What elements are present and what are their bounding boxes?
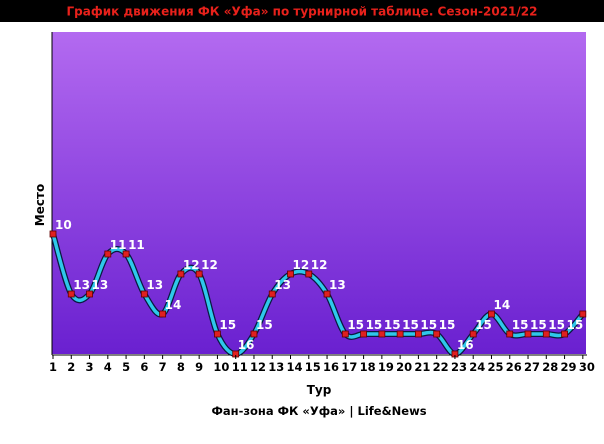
data-label: 14 — [493, 298, 510, 312]
data-label: 13 — [146, 278, 163, 292]
data-point-marker — [524, 330, 532, 338]
data-label: 15 — [439, 318, 456, 332]
x-tick-label: 25 — [487, 360, 503, 374]
data-label: 15 — [530, 318, 547, 332]
x-tick-label: 17 — [341, 360, 357, 374]
data-point-marker — [469, 330, 477, 338]
data-point-marker — [86, 290, 93, 298]
data-point-marker — [177, 270, 185, 278]
data-point-marker — [67, 290, 75, 298]
x-tick-label: 19 — [378, 360, 394, 374]
data-point-marker — [49, 230, 57, 238]
data-point-marker — [305, 270, 313, 278]
data-label: 15 — [548, 318, 565, 332]
x-tick-label: 14 — [287, 360, 303, 374]
data-label: 11 — [110, 238, 127, 252]
data-point-marker — [122, 250, 130, 258]
data-label: 15 — [475, 318, 492, 332]
data-point-marker — [341, 330, 349, 338]
data-label: 10 — [55, 218, 72, 232]
x-tick-label: 12 — [250, 360, 266, 374]
data-point-marker — [195, 270, 203, 278]
x-tick-label: 2 — [67, 360, 75, 374]
data-point-marker — [104, 250, 112, 258]
data-point-marker — [323, 290, 331, 298]
y-axis-label: Место — [33, 184, 47, 226]
data-point-marker — [214, 330, 221, 338]
x-tick-label: 4 — [104, 360, 112, 374]
data-label: 15 — [347, 318, 364, 332]
data-label: 14 — [165, 298, 182, 312]
data-label: 16 — [238, 338, 255, 352]
x-tick-label: 24 — [469, 360, 485, 374]
data-point-marker — [542, 330, 550, 338]
data-point-marker — [488, 310, 495, 318]
x-tick-layer: 1 2 3 4 5 6 7 8 9 10 11 12 13 14 15 16 17 18 19 20 21 22 23 24 2… — [49, 355, 595, 374]
x-tick-label: 11 — [232, 360, 248, 374]
data-label: 15 — [219, 318, 236, 332]
data-label: 15 — [567, 318, 584, 332]
x-tick-label: 28 — [542, 360, 558, 374]
marker-layer — [49, 230, 587, 358]
data-point-marker — [287, 270, 294, 278]
x-tick-label: 1 — [49, 360, 57, 374]
x-tick-label: 16 — [323, 360, 339, 374]
x-tick-label: 22 — [433, 360, 449, 374]
x-tick-label: 30 — [579, 360, 595, 374]
data-point-marker — [378, 330, 386, 338]
x-tick-label: 5 — [122, 360, 130, 374]
data-point-marker — [579, 310, 587, 318]
data-point-marker — [360, 330, 367, 338]
data-label: 12 — [183, 258, 200, 272]
data-point-marker — [268, 290, 276, 298]
chart-title: График движения ФК «Уфа» по турнирной та… — [67, 5, 538, 19]
x-tick-label: 6 — [140, 360, 148, 374]
data-label: 15 — [512, 318, 529, 332]
data-point-marker — [159, 310, 167, 318]
data-label: 13 — [73, 278, 90, 292]
x-axis-label: Тур — [307, 383, 332, 397]
data-label: 12 — [293, 258, 310, 272]
data-label: 12 — [201, 258, 218, 272]
data-label: 11 — [128, 238, 145, 252]
title-bar — [0, 0, 604, 22]
x-tick-label: 10 — [213, 360, 229, 374]
chart-footer: Фан-зона ФК «Уфа» | Life&News — [211, 404, 426, 418]
data-label: 15 — [366, 318, 383, 332]
x-tick-label: 13 — [268, 360, 284, 374]
x-tick-label: 23 — [451, 360, 467, 374]
x-tick-label: 26 — [506, 360, 522, 374]
data-label: 15 — [256, 318, 273, 332]
x-tick-label: 9 — [195, 360, 203, 374]
x-tick-label: 21 — [414, 360, 430, 374]
data-label: 13 — [329, 278, 346, 292]
x-tick-label: 20 — [396, 360, 412, 374]
x-tick-label: 29 — [561, 360, 577, 374]
data-point-marker — [506, 330, 514, 338]
data-label: 14 — [585, 298, 602, 312]
x-tick-label: 8 — [177, 360, 185, 374]
data-point-marker — [561, 330, 568, 338]
data-point-marker — [140, 290, 148, 298]
data-point-marker — [433, 330, 441, 338]
x-tick-label: 3 — [86, 360, 94, 374]
x-tick-label: 18 — [360, 360, 376, 374]
data-label: 13 — [274, 278, 291, 292]
x-tick-label: 27 — [524, 360, 540, 374]
data-label: 12 — [311, 258, 328, 272]
data-point-marker — [396, 330, 404, 338]
data-label: 16 — [457, 338, 474, 352]
plot-area — [52, 32, 586, 354]
data-label: 15 — [384, 318, 401, 332]
data-label: 15 — [420, 318, 437, 332]
data-point-marker — [414, 330, 422, 338]
x-tick-label: 7 — [159, 360, 167, 374]
data-label: 15 — [402, 318, 419, 332]
data-point-marker — [250, 330, 258, 338]
data-label: 13 — [92, 278, 109, 292]
x-tick-label: 15 — [305, 360, 321, 374]
